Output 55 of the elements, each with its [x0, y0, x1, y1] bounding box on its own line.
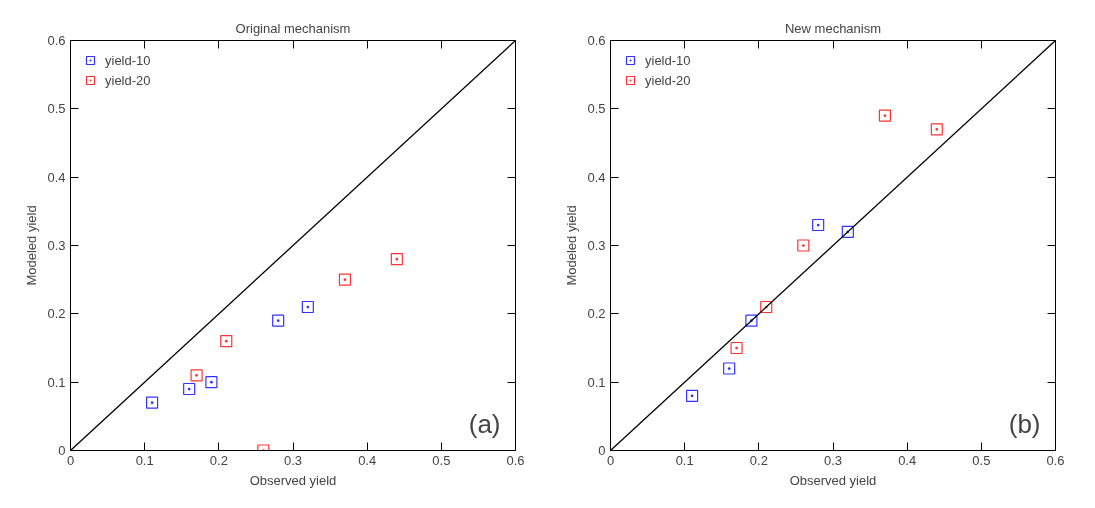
point — [272, 314, 285, 327]
y-tick-label: 0.1 — [47, 374, 66, 390]
y-tick-label: 0.5 — [47, 101, 66, 117]
point — [760, 300, 773, 314]
point — [390, 253, 403, 266]
annotation: (a) — [468, 408, 501, 439]
y-tick-label: 0.5 — [587, 101, 606, 117]
point — [730, 341, 743, 355]
x-tick-label: 0.6 — [1046, 452, 1065, 468]
x-tick-label: 0.2 — [749, 452, 768, 468]
point — [145, 396, 159, 409]
x-tick-label: 0.4 — [358, 452, 377, 468]
annotation: (b) — [1008, 408, 1041, 439]
y-tick-label: 0.1 — [587, 374, 606, 390]
point — [205, 376, 218, 389]
y-tick-label: 0.2 — [47, 306, 66, 322]
legend-label: yield-20 — [105, 72, 151, 88]
x-tick-label: 0.5 — [432, 452, 451, 468]
x-axis-title: Observed yield — [249, 472, 337, 488]
point — [841, 225, 854, 238]
point — [220, 335, 233, 348]
point — [301, 300, 314, 314]
y-axis-title: Modeled yield — [564, 205, 580, 286]
y-tick-label: 0.2 — [587, 306, 606, 322]
y-tick-label: 0.6 — [587, 33, 606, 48]
point — [685, 389, 699, 402]
y-tick-label: 0.3 — [47, 238, 66, 253]
y-tick-label: 0.4 — [587, 169, 606, 185]
y-axis-title: Modeled yield — [24, 205, 40, 286]
x-tick-label: 0.1 — [675, 452, 694, 468]
x-tick-label: 0.5 — [972, 452, 991, 468]
point — [745, 314, 758, 327]
legend-label: yield-10 — [645, 52, 691, 68]
point — [930, 123, 943, 136]
legend-label: yield-20 — [645, 72, 691, 88]
x-tick-label: 0.3 — [823, 452, 843, 468]
point — [338, 273, 352, 286]
point — [797, 239, 810, 252]
point — [723, 362, 736, 375]
chart-title: Original mechanism — [235, 20, 351, 36]
x-axis-title: Observed yield — [789, 472, 877, 488]
point — [190, 369, 203, 382]
y-tick-label: 0.6 — [47, 33, 66, 48]
x-tick-label: 0.3 — [283, 452, 303, 468]
x-tick-label: 0.6 — [506, 452, 525, 468]
point — [878, 109, 892, 122]
chart-title: New mechanism — [784, 20, 882, 36]
y-tick-label: 0.4 — [47, 169, 66, 185]
point — [183, 382, 196, 396]
legend-label: yield-10 — [105, 52, 151, 68]
point — [812, 218, 825, 232]
x-tick-label: 0.1 — [135, 452, 154, 468]
x-tick-label: 0.4 — [898, 452, 917, 468]
y-tick-label: 0.3 — [587, 238, 606, 253]
x-tick-label: 0.2 — [209, 452, 228, 468]
